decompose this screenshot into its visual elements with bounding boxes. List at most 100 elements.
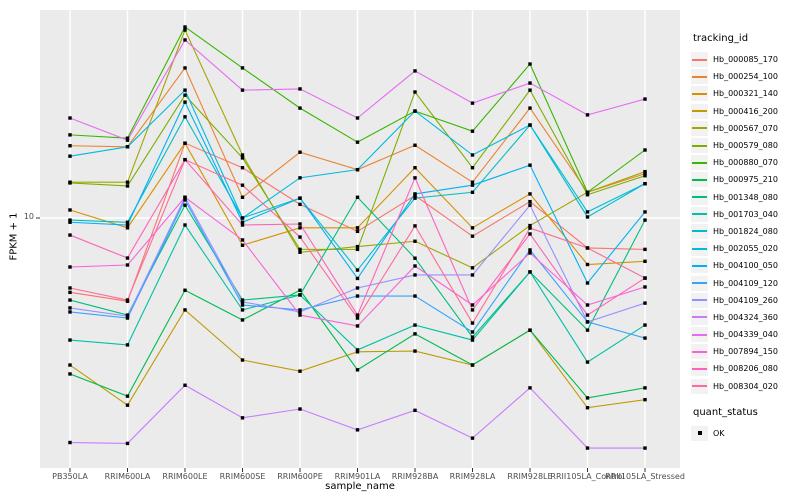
data-point-marker xyxy=(585,406,590,410)
data-point-marker xyxy=(68,290,72,295)
data-point-marker xyxy=(643,276,647,280)
data-point-marker xyxy=(240,308,245,312)
data-point-marker xyxy=(528,270,532,274)
data-point-marker xyxy=(470,234,475,238)
data-point-marker xyxy=(528,328,532,332)
line-swatch-icon xyxy=(691,86,708,102)
line-swatch-icon xyxy=(691,69,708,85)
data-point-marker xyxy=(68,265,72,269)
data-point-marker xyxy=(643,181,647,186)
data-point-marker xyxy=(183,195,187,199)
legend-quant-status: quant_status OK xyxy=(691,407,799,442)
line-swatch-icon xyxy=(691,258,708,274)
data-point-marker xyxy=(470,166,475,170)
data-point-marker xyxy=(183,288,187,292)
x-tick-label: RRIM928LE xyxy=(507,472,552,481)
data-point-marker xyxy=(643,210,647,214)
data-point-marker xyxy=(355,244,360,249)
line-swatch-icon xyxy=(691,241,708,257)
data-point-marker xyxy=(125,263,130,267)
line-swatch-icon xyxy=(691,52,708,68)
data-point-marker xyxy=(183,93,187,97)
data-point-marker xyxy=(68,144,72,148)
data-point-marker xyxy=(413,239,417,243)
data-point-marker xyxy=(413,332,417,336)
data-point-marker xyxy=(240,358,245,362)
data-point-marker xyxy=(643,397,647,402)
data-point-marker xyxy=(355,350,360,354)
data-point-marker xyxy=(413,143,417,147)
data-point-marker xyxy=(298,196,302,200)
data-point-marker xyxy=(355,247,360,252)
data-point-marker xyxy=(355,348,360,352)
data-point-marker xyxy=(183,100,187,104)
data-point-marker xyxy=(68,286,72,290)
data-point-marker xyxy=(125,226,130,230)
data-point-marker xyxy=(585,446,590,450)
data-point-marker xyxy=(125,256,130,260)
data-point-marker xyxy=(643,386,647,390)
data-point-marker xyxy=(470,338,475,342)
line-swatch-icon xyxy=(691,103,708,119)
data-point-marker xyxy=(470,153,475,157)
legend-entry-Hb_000579_080: Hb_000579_080 xyxy=(691,137,799,154)
data-point-marker xyxy=(585,262,590,267)
data-point-marker xyxy=(585,190,590,194)
data-point-marker xyxy=(413,176,417,180)
data-point-marker xyxy=(68,218,72,222)
data-point-marker xyxy=(528,81,532,85)
data-point-marker xyxy=(298,293,302,297)
data-point-marker xyxy=(240,216,245,220)
data-point-marker xyxy=(298,106,302,110)
data-point-marker xyxy=(470,436,475,440)
data-point-marker xyxy=(528,248,532,252)
legend-entry-Hb_000085_170: Hb_000085_170 xyxy=(691,51,799,68)
data-point-marker xyxy=(585,281,590,285)
data-point-marker xyxy=(470,190,475,194)
data-point-marker xyxy=(528,123,532,127)
data-point-marker xyxy=(355,140,360,144)
data-point-marker xyxy=(413,166,417,170)
data-point-marker xyxy=(298,226,302,230)
data-point-marker xyxy=(68,310,72,314)
line-swatch-icon xyxy=(691,223,708,239)
data-point-marker xyxy=(183,198,187,202)
data-point-marker xyxy=(298,407,302,411)
data-point-marker xyxy=(643,336,647,340)
data-point-marker xyxy=(240,300,245,304)
data-point-marker xyxy=(528,223,532,228)
data-point-marker xyxy=(470,303,475,307)
data-point-marker xyxy=(470,183,475,187)
line-swatch-icon xyxy=(691,327,708,343)
data-point-marker xyxy=(355,268,360,272)
data-point-marker xyxy=(240,88,245,92)
data-point-marker xyxy=(68,306,72,310)
data-point-marker xyxy=(585,320,590,324)
data-point-marker xyxy=(298,176,302,180)
data-point-marker xyxy=(125,314,130,318)
data-point-marker xyxy=(240,298,245,302)
data-point-marker xyxy=(643,218,647,222)
data-point-marker xyxy=(355,368,360,372)
data-point-marker xyxy=(528,251,532,255)
data-point-marker xyxy=(183,308,187,312)
data-point-marker xyxy=(355,316,360,320)
legend-entry-label: Hb_007894_150 xyxy=(713,347,778,357)
data-point-marker xyxy=(643,323,647,327)
data-point-marker xyxy=(125,138,130,142)
data-point-marker xyxy=(355,286,360,290)
legend-entry-label: Hb_000254_100 xyxy=(713,72,778,82)
data-point-marker xyxy=(298,308,302,312)
data-point-marker xyxy=(240,156,245,160)
data-point-marker xyxy=(413,264,417,268)
data-point-marker xyxy=(183,383,187,387)
data-point-marker xyxy=(413,294,417,298)
legend-entry-Hb_004109_120: Hb_004109_120 xyxy=(691,274,799,291)
data-point-marker xyxy=(240,243,245,247)
line-swatch-icon xyxy=(691,275,708,291)
legend-entry-Hb_001348_080: Hb_001348_080 xyxy=(691,189,799,206)
data-point-marker xyxy=(240,303,245,307)
data-point-marker xyxy=(240,166,245,170)
data-point-marker xyxy=(413,69,417,73)
legend-entry-Hb_008304_020: Hb_008304_020 xyxy=(691,378,799,395)
